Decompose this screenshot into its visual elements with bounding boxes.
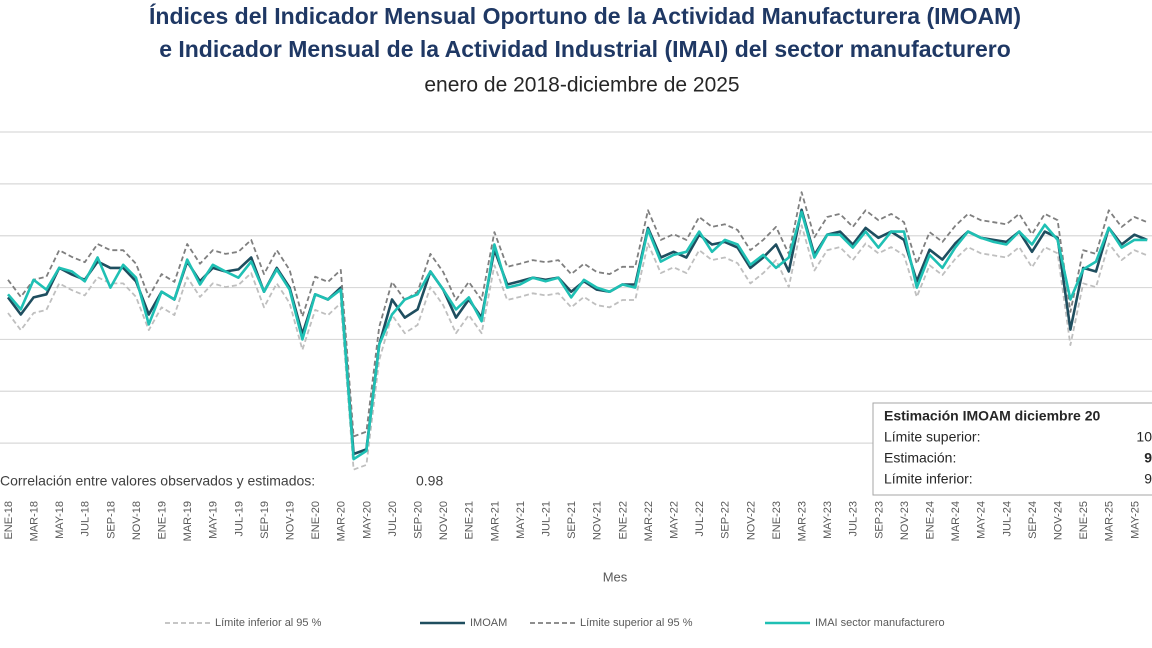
x-tick-label: NOV-19 <box>285 501 297 540</box>
x-tick-label: NOV-24 <box>1053 501 1065 540</box>
x-tick-label: NOV-18 <box>131 501 143 540</box>
x-tick-label: MAY-23 <box>822 501 834 539</box>
chart-title: Índices del Indicador Mensual Oportuno d… <box>149 2 1021 29</box>
x-tick-label: MAR-19 <box>182 501 194 541</box>
x-tick-label: ENE-25 <box>1078 501 1090 540</box>
x-tick-label: ENE-18 <box>3 501 15 540</box>
estimate-row-label: Límite inferior: <box>884 471 973 487</box>
series-line <box>7 191 1148 438</box>
estimate-row-value: 9 <box>1144 471 1152 487</box>
x-tick-label: SEP-23 <box>873 501 885 539</box>
legend: Límite inferior al 95 % IMOAM Límite super… <box>165 617 945 629</box>
x-tick-label: SEP-19 <box>259 501 271 539</box>
estimate-row-label: Límite superior: <box>884 429 980 445</box>
x-tick-label: ENE-23 <box>771 501 783 540</box>
x-tick-label: NOV-22 <box>745 501 757 540</box>
x-tick-label: MAY-19 <box>208 501 220 539</box>
x-tick-label: SEP-22 <box>720 501 732 539</box>
x-tick-label: JUL-22 <box>694 501 706 536</box>
x-tick-label: ENE-22 <box>617 501 629 540</box>
estimate-box: Estimación IMOAM diciembre 20 Límite sup… <box>872 402 1152 496</box>
x-axis-label: Mes <box>603 569 628 584</box>
x-tick-label: MAY-21 <box>515 501 527 539</box>
x-tick-label: JUL-18 <box>80 501 92 536</box>
correlation-value: 0.98 <box>416 473 443 489</box>
x-tick-label: MAR-18 <box>29 501 41 541</box>
x-tick-label: JUL-21 <box>541 501 553 536</box>
plot-area <box>6 191 1148 471</box>
x-tick-label: JUL-23 <box>848 501 860 536</box>
x-tick-label: JUL-20 <box>387 501 399 536</box>
legend-label: Límite inferior al 95 % <box>215 617 322 629</box>
chart-subtitle: enero de 2018-diciembre de 2025 <box>424 74 739 97</box>
x-tick-label: SEP-20 <box>413 501 425 539</box>
x-tick-label: SEP-21 <box>566 501 578 539</box>
x-tick-label: MAY-22 <box>669 501 681 539</box>
x-tick-label: MAY-24 <box>976 501 988 539</box>
legend-label: Límite superior al 95 % <box>580 617 693 629</box>
x-tick-label: MAR-24 <box>950 501 962 541</box>
x-tick-label: MAY-18 <box>54 501 66 539</box>
correlation-label: Correlación entre valores observados y e… <box>0 473 315 489</box>
x-tick-label: ENE-20 <box>310 501 322 540</box>
grid <box>0 131 1152 444</box>
legend-label: IMOAM <box>470 617 507 629</box>
x-tick-label: MAY-20 <box>361 501 373 539</box>
x-tick-label: ENE-24 <box>925 501 937 540</box>
x-tick-label: JUL-19 <box>233 501 245 536</box>
x-tick-label: SEP-18 <box>105 501 117 539</box>
x-axis: ENE-18 MAR-18 MAY-18 JUL-18 SEP-18 NOV-18 ENE-… <box>3 501 1141 541</box>
estimate-box-title: Estimación IMOAM diciembre 20 <box>884 408 1100 424</box>
series-line <box>7 210 1148 461</box>
estimate-row-value: 9 <box>1144 450 1152 466</box>
x-tick-label: NOV-23 <box>899 501 911 540</box>
x-tick-label: MAR-23 <box>797 501 809 541</box>
estimate-row-value: 10 <box>1136 429 1152 445</box>
x-tick-label: ENE-19 <box>157 501 169 540</box>
legend-label: IMAI sector manufacturero <box>815 617 945 629</box>
x-tick-label: ENE-21 <box>464 501 476 540</box>
x-tick-label: MAR-25 <box>1104 501 1116 541</box>
x-tick-label: SEP-24 <box>1027 501 1039 539</box>
x-tick-label: JUL-24 <box>1001 501 1013 536</box>
estimate-box-frame <box>872 402 1152 496</box>
x-tick-label: MAR-21 <box>489 501 501 541</box>
x-tick-label: NOV-20 <box>438 501 450 540</box>
x-tick-label: MAR-22 <box>643 501 655 541</box>
estimate-row-label: Estimación: <box>884 450 956 466</box>
x-tick-label: MAR-20 <box>336 501 348 541</box>
x-tick-label: MAY-25 <box>1129 501 1141 539</box>
x-tick-label: NOV-21 <box>592 501 604 540</box>
chart-title: e Indicador Mensual de la Actividad Indu… <box>159 36 1011 62</box>
